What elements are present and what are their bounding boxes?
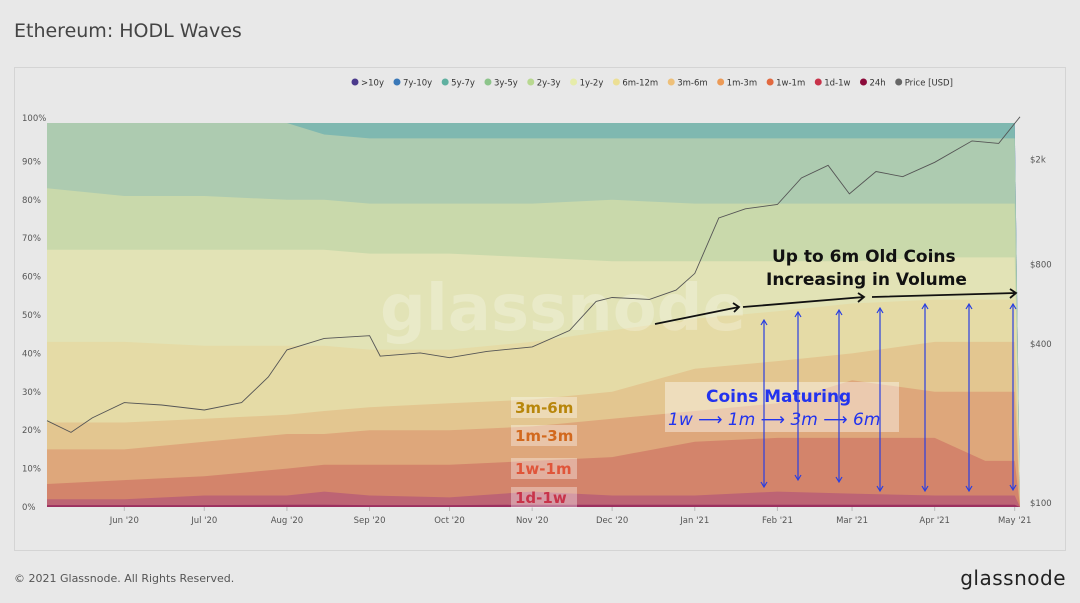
- double-arrow-icon: [965, 302, 973, 493]
- legend-label: 1y-2y: [580, 79, 604, 89]
- y-tick-label: 20%: [22, 426, 41, 436]
- legend-dot-icon: [570, 78, 578, 86]
- legend-label: 7y-10y: [403, 79, 432, 89]
- double-arrow-icon: [794, 310, 802, 482]
- x-tick-label: Jan '21: [679, 516, 709, 526]
- y-tick-label: 90%: [22, 157, 41, 167]
- legend-item[interactable]: 24h: [859, 78, 886, 89]
- legend-label: 1d-1w: [824, 79, 850, 89]
- legend-label: 3y-5y: [494, 79, 518, 89]
- y-tick-label: 30%: [22, 388, 41, 398]
- x-tick-label: Dec '20: [596, 516, 628, 526]
- legend-item[interactable]: 6m-12m: [612, 78, 658, 89]
- legend-label: 1w-1m: [776, 79, 805, 89]
- legend-label: Price [USD]: [905, 79, 953, 89]
- band-label-bg: [511, 487, 577, 508]
- price-tick-label: $800: [1030, 261, 1052, 271]
- legend-item[interactable]: 1w-1m: [766, 78, 806, 89]
- band-label-bg: [511, 458, 577, 479]
- band-label: 1w-1m: [515, 460, 572, 478]
- y-tick-label: 10%: [22, 465, 41, 475]
- legend-label: 2y-3y: [537, 79, 561, 89]
- band-label-bg: [511, 397, 577, 418]
- legend-item[interactable]: 5y-7y: [441, 78, 475, 89]
- x-tick-label: Jul '20: [190, 516, 217, 526]
- y-tick-label: 50%: [22, 311, 41, 321]
- y-tick-label: 0%: [22, 503, 36, 513]
- legend-dot-icon: [859, 78, 867, 86]
- maturing-steps: 1w ⟶ 1m ⟶ 3m ⟶ 6m: [668, 410, 880, 430]
- price-tick-label: $2k: [1030, 155, 1046, 165]
- legend-item[interactable]: 3y-5y: [484, 78, 518, 89]
- volume-annotation-line1: Up to 6m Old Coins: [772, 247, 956, 267]
- trend-arrow-icon: [654, 288, 1018, 325]
- copyright: © 2021 Glassnode. All Rights Reserved.: [14, 572, 235, 585]
- band-label: 3m-6m: [515, 399, 573, 417]
- area-24h: [47, 504, 1020, 507]
- area-1d-1w: [47, 491, 1020, 507]
- x-tick-label: Jun '20: [109, 516, 139, 526]
- legend-dot-icon: [766, 78, 774, 86]
- legend-label: 5y-7y: [451, 79, 475, 89]
- legend-dot-icon: [717, 78, 725, 86]
- legend-dot-icon: [895, 78, 903, 86]
- x-tick-label: Oct '20: [434, 516, 465, 526]
- y-tick-label: 100%: [22, 114, 46, 124]
- x-tick-label: Aug '20: [271, 516, 303, 526]
- glassnode-logo: glassnode: [960, 566, 1066, 590]
- x-tick-label: May '21: [998, 516, 1031, 526]
- legend-dot-icon: [527, 78, 535, 86]
- y-tick-label: 70%: [22, 234, 41, 244]
- legend-item[interactable]: 1d-1w: [814, 78, 851, 89]
- band-label: 1d-1w: [515, 489, 567, 507]
- y-tick-label: 40%: [22, 349, 41, 359]
- x-tick-label: Sep '20: [354, 516, 386, 526]
- legend-label: 24h: [869, 79, 885, 89]
- price-line: [46, 116, 1021, 433]
- legend-label: 3m-6m: [677, 79, 707, 89]
- double-arrow-icon: [876, 306, 884, 493]
- y-tick-label: 60%: [22, 273, 41, 283]
- legend-label: 1m-3m: [727, 79, 757, 89]
- band-label-bg: [511, 425, 577, 446]
- x-tick-label: Apr '21: [919, 516, 950, 526]
- x-tick-label: Mar '21: [836, 516, 868, 526]
- price-tick-label: $400: [1030, 340, 1052, 350]
- legend-item[interactable]: 1m-3m: [717, 78, 757, 89]
- double-arrow-icon: [760, 318, 768, 489]
- maturing-box: [665, 382, 899, 432]
- x-tick-label: Feb '21: [762, 516, 793, 526]
- legend-dot-icon: [393, 78, 401, 86]
- legend-dot-icon: [667, 78, 675, 86]
- double-arrow-icon: [835, 308, 843, 484]
- legend-item[interactable]: 7y-10y: [393, 78, 432, 89]
- legend-dot-icon: [612, 78, 620, 86]
- page-title: Ethereum: HODL Waves: [14, 20, 242, 42]
- double-arrow-icon: [1009, 302, 1017, 492]
- watermark: glassnode: [380, 272, 746, 346]
- band-label: 1m-3m: [515, 427, 573, 445]
- y-tick-label: 80%: [22, 196, 41, 206]
- legend-item[interactable]: >10y: [351, 78, 384, 89]
- legend-item[interactable]: Price [USD]: [895, 78, 953, 89]
- maturing-title: Coins Maturing: [706, 387, 851, 407]
- legend-label: 6m-12m: [622, 79, 658, 89]
- x-tick-label: Nov '20: [516, 516, 548, 526]
- legend-dot-icon: [351, 78, 359, 86]
- legend-dot-icon: [441, 78, 449, 86]
- volume-annotation-line2: Increasing in Volume: [766, 270, 967, 290]
- legend-dot-icon: [484, 78, 492, 86]
- price-tick-label: $100: [1030, 499, 1052, 509]
- double-arrow-icon: [921, 302, 929, 493]
- area-1w-1m: [47, 437, 1020, 507]
- legend-item[interactable]: 3m-6m: [667, 78, 708, 89]
- legend-item[interactable]: 1y-2y: [570, 78, 604, 89]
- legend-label: >10y: [361, 79, 384, 89]
- legend-item[interactable]: 2y-3y: [527, 78, 561, 89]
- legend-dot-icon: [814, 78, 822, 86]
